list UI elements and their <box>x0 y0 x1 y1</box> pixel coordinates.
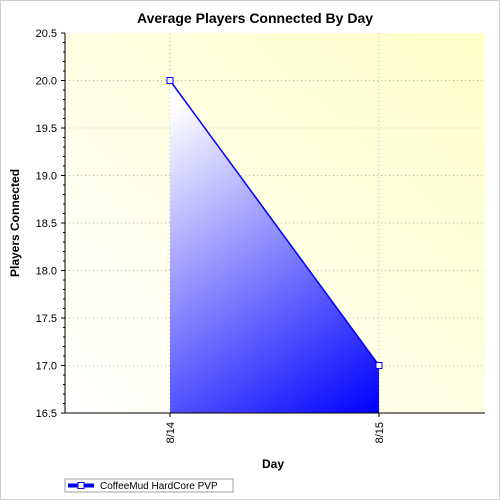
y-ticks: 16.5 17.0 17.5 18.0 18.5 19.0 19.5 20.0 20.5 <box>36 28 65 420</box>
series-markers <box>166 77 383 369</box>
legend: CoffeeMud HardCore PVP <box>64 478 234 493</box>
series-area <box>169 80 380 413</box>
y-tick-label: 19.5 <box>36 123 57 135</box>
y-tick-label: 18.5 <box>36 218 57 230</box>
data-point-marker <box>375 362 383 369</box>
y-axis-label: Players Connected <box>8 169 22 277</box>
y-tick-label: 20.0 <box>36 76 57 88</box>
series-area-fill <box>170 80 379 413</box>
y-tick-label: 19.0 <box>36 171 57 183</box>
y-tick-label: 17.0 <box>36 361 57 373</box>
y-tick-label: 16.5 <box>36 408 57 420</box>
y-tick-label: 17.5 <box>36 313 57 325</box>
chart-title: Average Players Connected By Day <box>137 10 373 26</box>
x-axis-label: Day <box>262 457 284 471</box>
series-line <box>169 80 380 366</box>
y-tick-label: 20.5 <box>36 28 57 40</box>
data-point-marker <box>166 77 174 84</box>
x-tick-label: 8/14 <box>165 422 177 443</box>
x-tick-label: 8/15 <box>374 422 386 443</box>
y-tick-label: 18.0 <box>36 266 57 278</box>
x-ticks: 8/14 8/15 <box>165 413 386 443</box>
legend-series-name: CoffeeMud HardCore PVP <box>100 481 218 492</box>
legend-marker-icon <box>77 482 85 489</box>
legend-box <box>64 478 234 493</box>
